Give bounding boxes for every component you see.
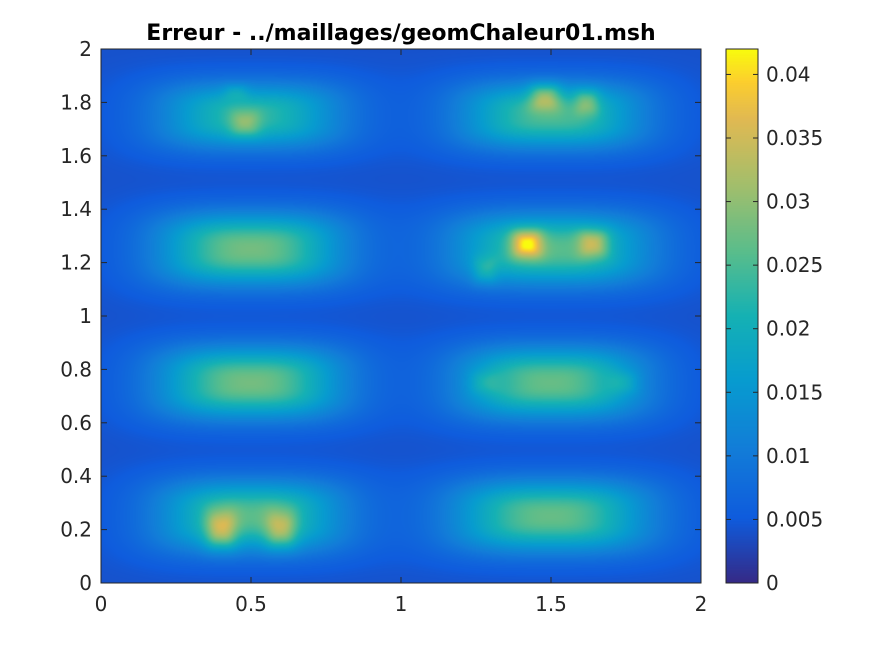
y-tick-label: 1.6 (60, 144, 92, 168)
colorbar-gradient (726, 49, 758, 583)
x-axis: 0 0.5 1 1.5 2 (95, 49, 708, 616)
y-tick-label: 1.4 (60, 197, 92, 221)
colorbar-frame (725, 48, 759, 584)
colorbar-tick-label: 0.035 (766, 126, 823, 150)
colorbar-tick-label: 0.03 (766, 190, 811, 214)
plot-area (100, 48, 702, 584)
y-tick-label: 0.6 (60, 411, 92, 435)
colorbar-tick-label: 0.025 (766, 253, 823, 277)
y-tick-label: 0.8 (60, 357, 92, 381)
colorbar-tick-label: 0.015 (766, 380, 823, 404)
colorbar-tick-label: 0.005 (766, 507, 823, 531)
x-tick-label: 1 (395, 592, 408, 616)
x-tick-label: 0.5 (235, 592, 267, 616)
x-tick-label: 2 (695, 592, 708, 616)
y-tick-label: 2 (79, 37, 92, 61)
y-tick-label: 0 (79, 571, 92, 595)
x-tick-label: 1.5 (535, 592, 567, 616)
y-tick-label: 1.8 (60, 90, 92, 114)
y-tick-label: 0.4 (60, 464, 92, 488)
y-tick-label: 1 (79, 304, 92, 328)
y-axis: 0 0.2 0.4 0.6 0.8 1 1.2 1.4 1.6 1.8 2 (60, 37, 701, 595)
colorbar-tick-label: 0.01 (766, 444, 811, 468)
colorbar-ticks: 0 0.005 0.01 0.015 0.02 0.025 0.03 0.035 0.04 (726, 62, 823, 595)
heatmap-image (101, 49, 701, 583)
chart-title: Erreur - ../maillages/geomChaleur01.msh (146, 21, 655, 46)
x-tick-label: 0 (95, 592, 108, 616)
colorbar: 0 0.005 0.01 0.015 0.02 0.025 0.03 0.035 0.04 (725, 48, 823, 595)
y-tick-label: 0.2 (60, 518, 92, 542)
colorbar-tick-label: 0 (766, 571, 779, 595)
colorbar-tick-label: 0.04 (766, 62, 811, 86)
colorbar-tick-label: 0.02 (766, 317, 811, 341)
y-tick-label: 1.2 (60, 251, 92, 275)
